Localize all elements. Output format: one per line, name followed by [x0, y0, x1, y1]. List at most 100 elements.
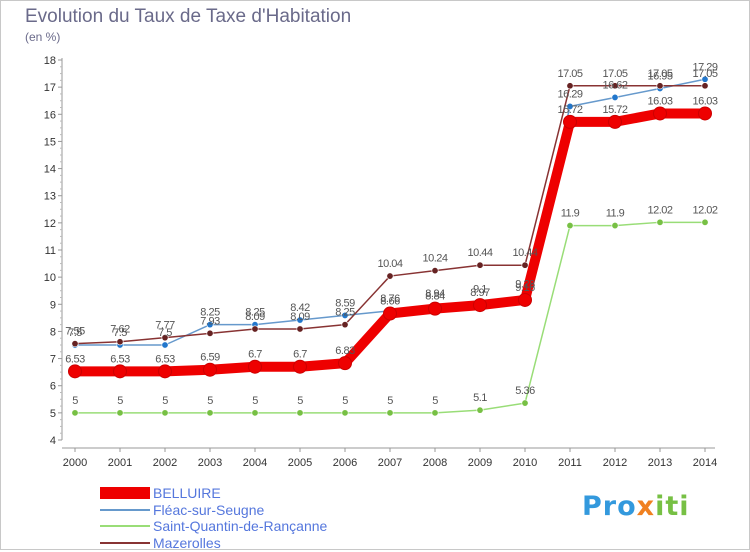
data-point [248, 359, 262, 374]
data-label: 6.59 [200, 352, 220, 364]
data-point [68, 364, 82, 379]
data-label: 5 [207, 395, 213, 407]
data-label: 12.02 [692, 204, 717, 216]
data-label: 7.5 [158, 327, 172, 339]
y-tick-label: 9 [50, 299, 56, 311]
legend-label: BELLUIRE [153, 485, 221, 501]
data-point [386, 409, 394, 417]
data-label: 7.62 [110, 324, 130, 336]
y-tick-label: 15 [44, 136, 56, 148]
data-point [611, 93, 619, 101]
data-point [116, 409, 124, 417]
x-tick-label: 2000 [63, 457, 87, 469]
data-label: 7.93 [200, 315, 220, 327]
x-tick-label: 2013 [648, 457, 672, 469]
data-point [566, 222, 574, 230]
data-point [206, 409, 214, 417]
x-tick-label: 2012 [603, 457, 627, 469]
data-point [431, 409, 439, 417]
data-label: 6.53 [155, 353, 175, 365]
data-point [518, 292, 532, 307]
data-point [611, 82, 619, 90]
x-tick-label: 2014 [693, 457, 717, 469]
data-label: 5 [432, 395, 438, 407]
data-label: 9.28 [515, 279, 535, 291]
data-label: 8.97 [470, 287, 490, 299]
data-label: 16.03 [647, 95, 672, 107]
data-label: 15.72 [557, 104, 582, 116]
data-label: 7.5 [113, 327, 127, 339]
data-label: 16.29 [557, 88, 582, 100]
data-point [521, 399, 529, 407]
data-point [206, 321, 214, 329]
data-label: 6.83 [335, 345, 355, 357]
data-point [296, 409, 304, 417]
data-point [293, 359, 307, 374]
data-point [611, 222, 619, 230]
data-label: 10.04 [377, 258, 402, 270]
data-label: 16.62 [602, 79, 627, 91]
data-label: 8.25 [245, 307, 265, 319]
y-axis-unit-label: (en %) [25, 30, 61, 44]
x-tick-label: 2010 [513, 457, 537, 469]
data-point [341, 311, 349, 319]
data-label: 16.95 [647, 71, 672, 83]
x-tick-label: 2003 [198, 457, 222, 469]
data-point [386, 272, 394, 280]
data-label: 8.25 [335, 307, 355, 319]
data-label: 5 [162, 395, 168, 407]
data-point [206, 329, 214, 337]
data-point [431, 267, 439, 275]
data-point [116, 338, 124, 346]
data-label: 8.76 [380, 293, 400, 305]
y-tick-label: 7 [50, 354, 56, 366]
legend-swatch [100, 508, 150, 511]
data-label: 17.29 [692, 61, 717, 73]
y-tick-label: 8 [50, 326, 56, 338]
data-point [341, 321, 349, 329]
data-label: 17.05 [602, 68, 627, 80]
legend-label: Saint-Quantin-de-Rançanne [153, 518, 328, 534]
data-point [428, 301, 442, 316]
data-label: 9.1 [473, 284, 487, 296]
data-point [203, 362, 217, 377]
x-tick-label: 2005 [288, 457, 312, 469]
data-label: 10.44 [467, 247, 492, 259]
data-point [698, 106, 712, 121]
y-tick-label: 12 [44, 218, 56, 230]
legend-label: Fléac-sur-Seugne [153, 501, 265, 518]
y-tick-label: 14 [44, 164, 56, 176]
data-label: 6.53 [110, 353, 130, 365]
legend-swatch [100, 525, 150, 527]
data-point [71, 409, 79, 417]
data-label: 17.05 [692, 68, 717, 80]
data-label: 16.03 [692, 95, 717, 107]
data-point [476, 406, 484, 414]
data-label: 5 [342, 395, 348, 407]
data-label: 6.53 [65, 353, 85, 365]
data-label: 8.84 [425, 291, 445, 303]
x-tick-label: 2009 [468, 457, 492, 469]
data-label: 11.9 [561, 208, 580, 220]
data-point [653, 106, 667, 121]
y-tick-label: 13 [44, 191, 56, 203]
x-tick-label: 2008 [423, 457, 447, 469]
y-tick-label: 10 [44, 272, 56, 284]
data-label: 5 [252, 395, 258, 407]
data-point [701, 218, 709, 226]
data-label: 5 [72, 395, 78, 407]
data-label: 17.05 [647, 68, 672, 80]
data-label: 12.02 [647, 204, 672, 216]
data-point [113, 364, 127, 379]
data-label: 8.66 [380, 296, 400, 308]
chart-title: Evolution du Taux de Taxe d'Habitation [25, 6, 352, 27]
data-label: 8.09 [290, 311, 310, 323]
data-label: 10.44 [512, 247, 537, 259]
data-label: 8.59 [335, 297, 355, 309]
data-label: 5.1 [473, 392, 487, 404]
y-tick-label: 11 [45, 245, 56, 257]
proxiti-logo: Proxiti [582, 491, 690, 522]
y-tick-label: 16 [44, 109, 56, 121]
y-tick-label: 17 [44, 82, 56, 94]
